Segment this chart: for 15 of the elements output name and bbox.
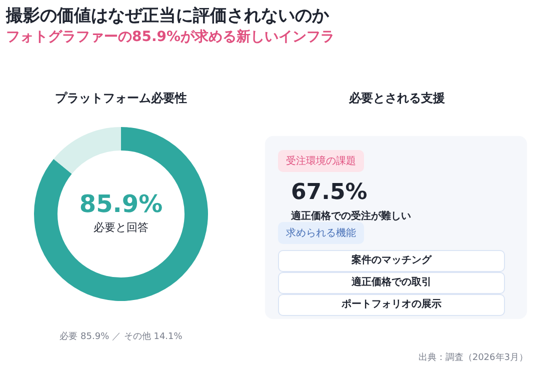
chart-subtitle: フォトグラファーの85.9%が求める新しいインフラ: [6, 28, 335, 46]
text: 求められる機能: [278, 222, 364, 244]
text: 必要と回答: [94, 220, 148, 234]
chart-title: 撮影の価値はなぜ正当に評価されないのか: [6, 5, 329, 27]
category-label: 必要 85.9% ／ その他 14.1%: [60, 332, 182, 342]
text: 適正価格での受注が難しい: [291, 209, 411, 223]
text: 案件のマッチング: [278, 250, 505, 272]
data-label: 85.9%: [79, 190, 163, 218]
text: 必要とされる支援: [349, 90, 445, 107]
text: プラットフォーム必要性: [55, 90, 187, 107]
text: 受注環境の課題: [278, 150, 364, 172]
source-note: 出典：調査（2026年3月）: [418, 352, 528, 364]
text: 67.5%: [291, 180, 368, 205]
text: ポートフォリオの展示: [278, 294, 505, 316]
text: 適正価格での取引: [278, 272, 505, 294]
